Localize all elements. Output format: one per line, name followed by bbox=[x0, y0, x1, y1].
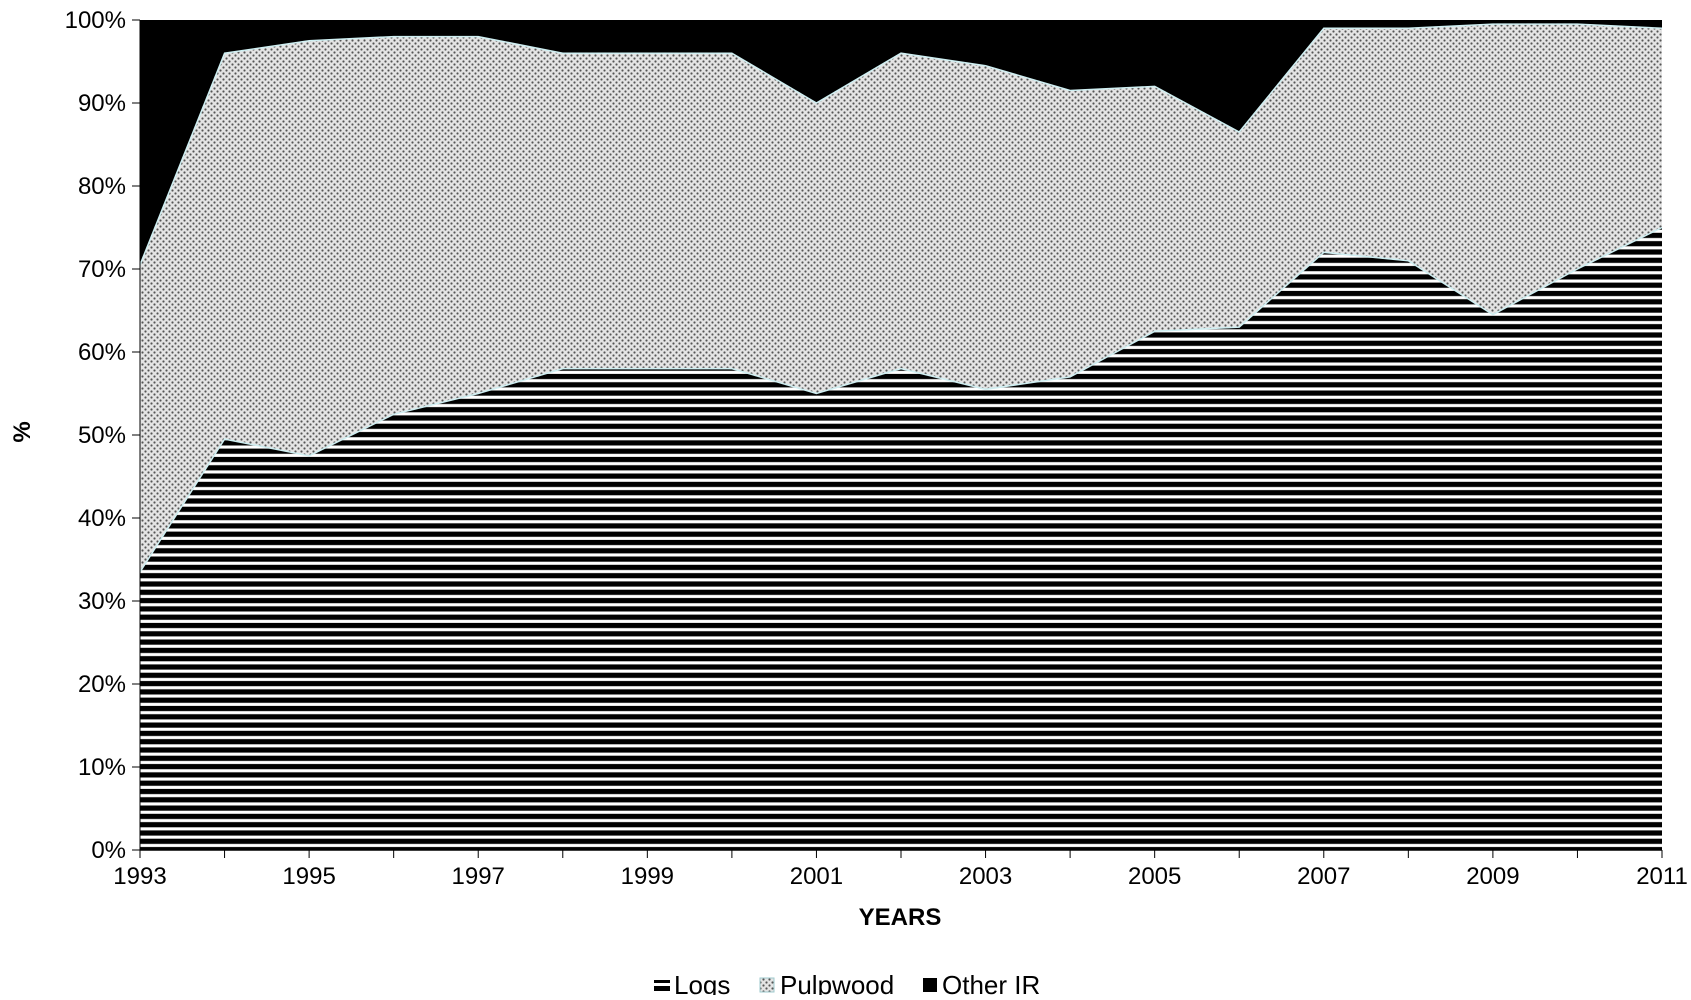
y-tick-label: 0% bbox=[91, 837, 126, 864]
legend-item-logs: Logs bbox=[654, 970, 730, 1000]
x-tick-label: 2011 bbox=[1636, 863, 1688, 890]
y-tick-label: 10% bbox=[78, 754, 126, 781]
boundary-line-0 bbox=[139, 226, 1663, 573]
x-tick-label: 1997 bbox=[452, 863, 505, 890]
x-tick-label: 1999 bbox=[621, 863, 674, 890]
x-tick-label: 1993 bbox=[113, 863, 166, 890]
y-tick-label: 20% bbox=[78, 671, 126, 698]
x-tick-label: 2009 bbox=[1466, 863, 1519, 890]
y-tick-label: 50% bbox=[78, 422, 126, 449]
y-tick-label: 90% bbox=[78, 90, 126, 117]
y-tick-label: 80% bbox=[78, 173, 126, 200]
y-tick-label: 70% bbox=[78, 256, 126, 283]
y-axis-title: % bbox=[9, 421, 36, 442]
x-tick-label: 1995 bbox=[282, 863, 335, 890]
logs-swatch bbox=[654, 980, 670, 983]
axes: 0% 10% 20% 30% 40% 50% 60% 70% 80% 90% 100% 1993 199… bbox=[65, 7, 1688, 890]
x-tick-label: 2003 bbox=[959, 863, 1012, 890]
y-tick-label: 100% bbox=[65, 7, 126, 34]
y-tick-label: 60% bbox=[78, 339, 126, 366]
x-tick-label: 2007 bbox=[1297, 863, 1350, 890]
x-tick-label: 2001 bbox=[790, 863, 843, 890]
area-pulpwood bbox=[140, 24, 1662, 573]
legend-label-logs: Logs bbox=[674, 970, 730, 995]
legend-item-pulpwood: Pulpwood bbox=[759, 970, 894, 1000]
legend-item-other-ir: Other IR bbox=[923, 970, 1040, 1000]
plot-area bbox=[139, 20, 1663, 850]
area-logs bbox=[140, 227, 1662, 850]
logs-swatch-lower bbox=[654, 986, 670, 991]
boundary-line-1 bbox=[139, 23, 1663, 266]
x-axis-title: YEARS bbox=[859, 904, 942, 931]
legend: Logs Pulpwood Other IR bbox=[654, 970, 1040, 1000]
y-tick-label: 30% bbox=[78, 588, 126, 615]
x-tick-label: 2005 bbox=[1128, 863, 1181, 890]
y-tick-label: 40% bbox=[78, 505, 126, 532]
legend-label-pulpwood: Pulpwood bbox=[780, 970, 894, 995]
pulpwood-swatch bbox=[759, 977, 775, 993]
other-ir-swatch bbox=[923, 978, 937, 992]
legend-label-other-ir: Other IR bbox=[942, 970, 1040, 995]
